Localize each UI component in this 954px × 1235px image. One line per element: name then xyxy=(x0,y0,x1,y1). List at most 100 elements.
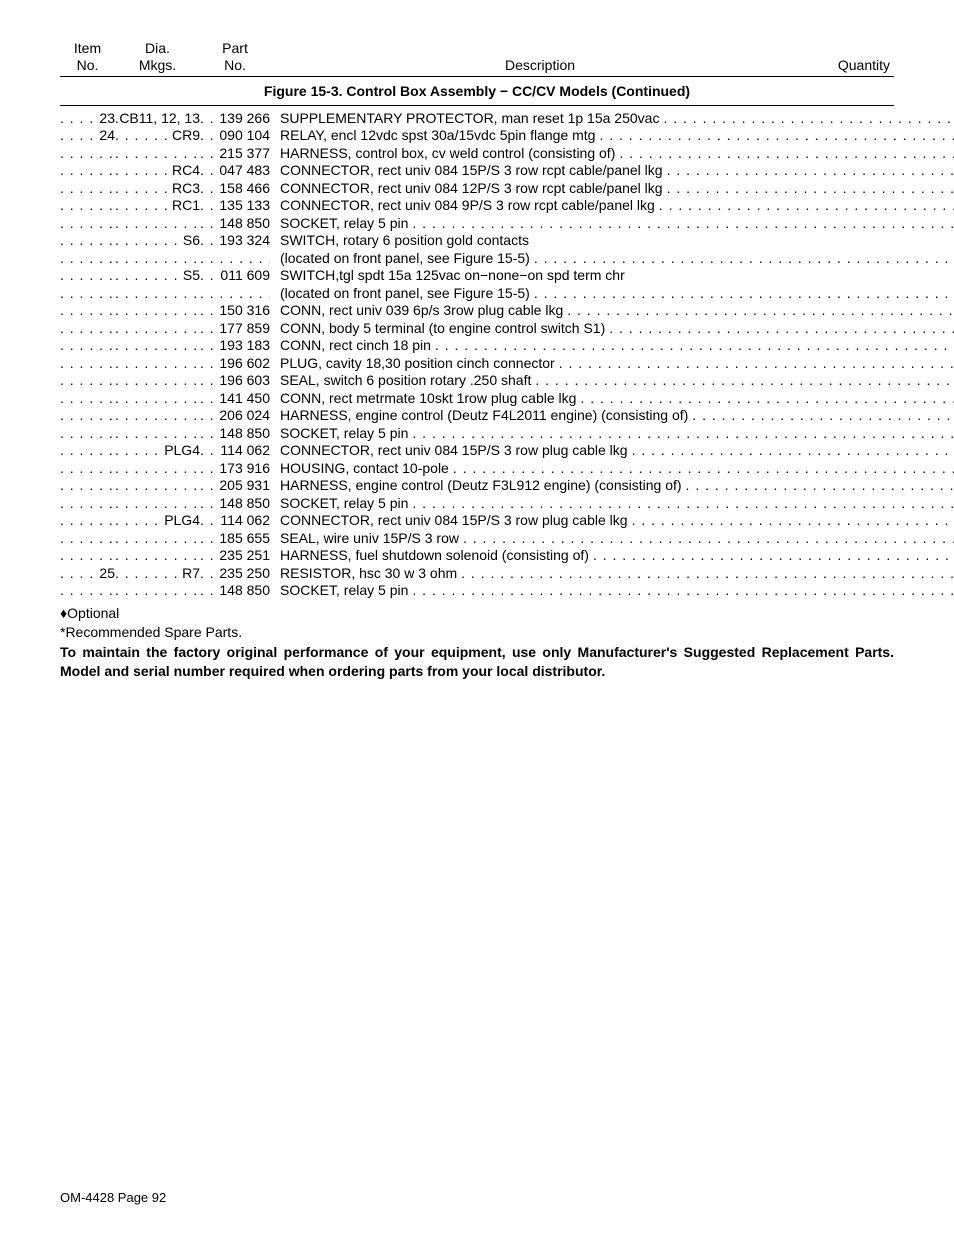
parts-list: . . . . . . . . . . . . . . . . . . . . … xyxy=(60,110,894,600)
table-row: . . . . . . . . . . . . . . . . . . . . … xyxy=(60,442,894,460)
cell-item-no: . . . . . . . . . . . . . . . . . . . . … xyxy=(60,425,115,443)
table-row: . . . . . . . . . . . . . . . . . . . . … xyxy=(60,372,894,390)
cell-item-no: . . . . . . . . . . . . . . . . . . . . … xyxy=(60,582,115,600)
page-footer: OM-4428 Page 92 xyxy=(60,1190,166,1205)
cell-description: (located on front panel, see Figure 15-5… xyxy=(270,285,954,303)
cell-dia-mkgs: . . . . . . . . . . . . . . . . . . . . … xyxy=(115,320,200,338)
cell-part-no: . . . . . . . . . . . . . . . . . . . . … xyxy=(200,355,270,373)
cell-part-no: . . . . . . . . . . . . . . . . . . . . … xyxy=(200,180,270,198)
cell-dia-mkgs: . . . . . . . . . . . . . . . . . . . . … xyxy=(115,337,200,355)
header-dia-mkgs: Dia. Mkgs. xyxy=(115,40,200,74)
cell-part-no: . . . . . . . . . . . . . . . . . . . . … xyxy=(200,390,270,408)
header-quantity: Quantity xyxy=(810,40,894,74)
header-part-no: Part No. xyxy=(200,40,270,74)
table-row: . . . . . . . . . . . . . . . . . . . . … xyxy=(60,162,894,180)
cell-item-no: . . . . . . . . . . . . . . . . . . . . … xyxy=(60,442,115,460)
cell-dia-mkgs: . . . . . . . . . . . . . . . . . . . . … xyxy=(115,197,200,215)
table-row: . . . . . . . . . . . . . . . . . . . . … xyxy=(60,285,894,303)
cell-description: PLUG, cavity 18,30 position cinch connec… xyxy=(270,355,954,373)
cell-description: SOCKET, relay 5 pin . . . . . . . . . . … xyxy=(270,495,954,513)
cell-dia-mkgs: . . . . . . . . . . . . . . . . . . . . … xyxy=(115,565,200,583)
cell-description: SEAL, switch 6 position rotary .250 shaf… xyxy=(270,372,954,390)
cell-part-no: . . . . . . . . . . . . . . . . . . . . … xyxy=(200,110,270,128)
cell-description: SOCKET, relay 5 pin . . . . . . . . . . … xyxy=(270,425,954,443)
cell-dia-mkgs: . . . . . . . . . . . . . . . . . . . . … xyxy=(115,495,200,513)
cell-part-no: . . . . . . . . . . . . . . . . . . . . … xyxy=(200,495,270,513)
cell-item-no: . . . . . . . . . . . . . . . . . . . . … xyxy=(60,215,115,233)
cell-part-no: . . . . . . . . . . . . . . . . . . . . … xyxy=(200,337,270,355)
cell-part-no: . . . . . . . . . . . . . . . . . . . . … xyxy=(200,582,270,600)
note-spare: *Recommended Spare Parts. xyxy=(60,623,894,643)
table-row: . . . . . . . . . . . . . . . . . . . . … xyxy=(60,547,894,565)
cell-part-no: . . . . . . . . . . . . . . . . . . . . … xyxy=(200,145,270,163)
cell-dia-mkgs: . . . . . . . . . . . . . . . . . . . . … xyxy=(115,180,200,198)
cell-description: CONNECTOR, rect univ 084 12P/S 3 row rcp… xyxy=(270,180,954,198)
table-row: . . . . . . . . . . . . . . . . . . . . … xyxy=(60,267,894,285)
cell-item-no: . . . . . . . . . . . . . . . . . . . . … xyxy=(60,477,115,495)
cell-description: CONN, rect metrmate 10skt 1row plug cabl… xyxy=(270,390,954,408)
cell-dia-mkgs: . . . . . . . . . . . . . . . . . . . . … xyxy=(115,407,200,425)
cell-item-no: . . . . . . . . . . . . . . . . . . . . … xyxy=(60,250,115,268)
cell-dia-mkgs: . . . . . . . . . . . . . . . . . . . . … xyxy=(115,477,200,495)
cell-item-no: . . . . . . . . . . . . . . . . . . . . … xyxy=(60,495,115,513)
cell-part-no: . . . . . . . . . . . . . . . . . . . . … xyxy=(200,127,270,145)
table-row: . . . . . . . . . . . . . . . . . . . . … xyxy=(60,180,894,198)
cell-dia-mkgs: . . . . . . . . . . . . . . . . . . . . … xyxy=(115,512,200,530)
figure-title: Figure 15-3. Control Box Assembly − CC/C… xyxy=(60,77,894,105)
cell-description: HARNESS, fuel shutdown solenoid (consist… xyxy=(270,547,954,565)
table-row: . . . . . . . . . . . . . . . . . . . . … xyxy=(60,110,894,128)
cell-item-no: . . . . . . . . . . . . . . . . . . . . … xyxy=(60,547,115,565)
cell-part-no: . . . . . . . . . . . . . . . . . . . . … xyxy=(200,477,270,495)
cell-dia-mkgs: . . . . . . . . . . . . . . . . . . . . … xyxy=(115,145,200,163)
cell-item-no: . . . . . . . . . . . . . . . . . . . . … xyxy=(60,390,115,408)
cell-part-no: . . . . . . . . . . . . . . . . . . . . … xyxy=(200,285,270,303)
cell-description: CONN, rect univ 039 6p/s 3row plug cable… xyxy=(270,302,954,320)
cell-part-no: . . . . . . . . . . . . . . . . . . . . … xyxy=(200,442,270,460)
table-row: . . . . . . . . . . . . . . . . . . . . … xyxy=(60,582,894,600)
cell-part-no: . . . . . . . . . . . . . . . . . . . . … xyxy=(200,162,270,180)
cell-description: CONNECTOR, rect univ 084 9P/S 3 row rcpt… xyxy=(270,197,954,215)
cell-part-no: . . . . . . . . . . . . . . . . . . . . … xyxy=(200,232,270,250)
table-row: . . . . . . . . . . . . . . . . . . . . … xyxy=(60,337,894,355)
cell-part-no: . . . . . . . . . . . . . . . . . . . . … xyxy=(200,197,270,215)
table-row: . . . . . . . . . . . . . . . . . . . . … xyxy=(60,390,894,408)
cell-item-no: . . . . . . . . . . . . . . . . . . . . … xyxy=(60,407,115,425)
header-description: Description xyxy=(270,40,810,74)
cell-part-no: . . . . . . . . . . . . . . . . . . . . … xyxy=(200,267,270,285)
cell-item-no: . . . . . . . . . . . . . . . . . . . . … xyxy=(60,197,115,215)
document-page: Item No. Dia. Mkgs. Part No. Description… xyxy=(0,0,954,1235)
table-row: . . . . . . . . . . . . . . . . . . . . … xyxy=(60,145,894,163)
cell-description: SUPPLEMENTARY PROTECTOR, man reset 1p 15… xyxy=(270,110,954,128)
cell-description: CONNECTOR, rect univ 084 15P/S 3 row plu… xyxy=(270,512,954,530)
cell-item-no: . . . . . . . . . . . . . . . . . . . . … xyxy=(60,232,115,250)
cell-description: SEAL, wire univ 15P/S 3 row . . . . . . … xyxy=(270,530,954,548)
cell-description: SWITCH,tgl spdt 15a 125vac on−none−on sp… xyxy=(270,267,874,285)
cell-dia-mkgs: . . . . . . . . . . . . . . . . . . . . … xyxy=(115,390,200,408)
footnotes: ♦Optional *Recommended Spare Parts. To m… xyxy=(60,604,894,682)
table-row: . . . . . . . . . . . . . . . . . . . . … xyxy=(60,477,894,495)
cell-part-no: . . . . . . . . . . . . . . . . . . . . … xyxy=(200,320,270,338)
cell-part-no: . . . . . . . . . . . . . . . . . . . . … xyxy=(200,512,270,530)
table-row: . . . . . . . . . . . . . . . . . . . . … xyxy=(60,197,894,215)
cell-part-no: . . . . . . . . . . . . . . . . . . . . … xyxy=(200,215,270,233)
table-row: . . . . . . . . . . . . . . . . . . . . … xyxy=(60,565,894,583)
cell-description: SOCKET, relay 5 pin . . . . . . . . . . … xyxy=(270,582,954,600)
table-row: . . . . . . . . . . . . . . . . . . . . … xyxy=(60,460,894,478)
table-row: . . . . . . . . . . . . . . . . . . . . … xyxy=(60,355,894,373)
cell-dia-mkgs: . . . . . . . . . . . . . . . . . . . . … xyxy=(115,547,200,565)
cell-description: HARNESS, control box, cv weld control (c… xyxy=(270,145,954,163)
cell-item-no: . . . . . . . . . . . . . . . . . . . . … xyxy=(60,337,115,355)
cell-dia-mkgs: . . . . . . . . . . . . . . . . . . . . … xyxy=(115,582,200,600)
table-header: Item No. Dia. Mkgs. Part No. Description… xyxy=(60,40,894,77)
cell-item-no: . . . . . . . . . . . . . . . . . . . . … xyxy=(60,302,115,320)
cell-part-no: . . . . . . . . . . . . . . . . . . . . … xyxy=(200,302,270,320)
cell-item-no: . . . . . . . . . . . . . . . . . . . . … xyxy=(60,145,115,163)
cell-dia-mkgs: . . . . . . . . . . . . . . . . . . . . … xyxy=(115,267,200,285)
cell-dia-mkgs: . . . . . . . . . . . . . . . . . . . . … xyxy=(115,215,200,233)
cell-item-no: . . . . . . . . . . . . . . . . . . . . … xyxy=(60,267,115,285)
table-row: . . . . . . . . . . . . . . . . . . . . … xyxy=(60,127,894,145)
cell-dia-mkgs: . . . . . . . . . . . . . . . . . . . . … xyxy=(115,250,200,268)
cell-part-no: . . . . . . . . . . . . . . . . . . . . … xyxy=(200,372,270,390)
cell-description: HARNESS, engine control (Deutz F4L2011 e… xyxy=(270,407,954,425)
table-row: . . . . . . . . . . . . . . . . . . . . … xyxy=(60,495,894,513)
